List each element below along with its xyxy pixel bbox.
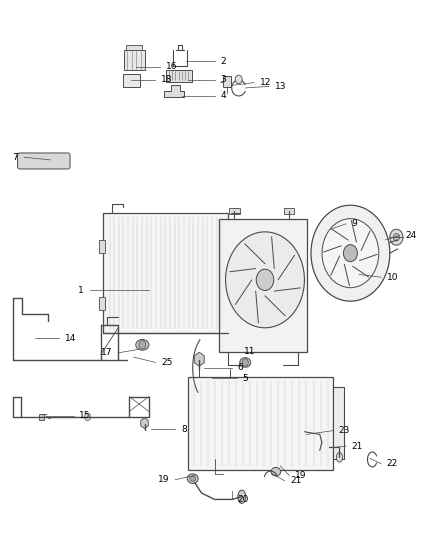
FancyBboxPatch shape <box>99 297 105 310</box>
Text: 9: 9 <box>352 220 357 228</box>
FancyBboxPatch shape <box>123 74 140 87</box>
Text: 6: 6 <box>238 364 244 372</box>
Text: 16: 16 <box>166 62 177 71</box>
FancyBboxPatch shape <box>229 208 240 214</box>
Text: 8: 8 <box>181 425 187 433</box>
Ellipse shape <box>240 358 251 367</box>
Circle shape <box>393 233 399 241</box>
Ellipse shape <box>136 340 149 350</box>
Circle shape <box>256 269 274 290</box>
Circle shape <box>390 229 403 245</box>
Circle shape <box>311 205 390 301</box>
Text: 19: 19 <box>158 475 170 484</box>
Text: 21: 21 <box>290 477 302 485</box>
Circle shape <box>85 413 91 421</box>
FancyBboxPatch shape <box>18 153 70 169</box>
Text: 24: 24 <box>405 231 417 240</box>
Text: 19: 19 <box>295 471 306 480</box>
Text: 14: 14 <box>65 334 76 343</box>
Text: 18: 18 <box>161 76 173 84</box>
Circle shape <box>235 75 242 84</box>
Ellipse shape <box>271 467 281 476</box>
Polygon shape <box>164 85 184 97</box>
Text: 7: 7 <box>13 153 18 161</box>
Ellipse shape <box>187 474 198 483</box>
Circle shape <box>322 219 379 288</box>
Text: 1: 1 <box>78 286 84 295</box>
FancyBboxPatch shape <box>219 219 307 352</box>
Circle shape <box>139 341 146 349</box>
Text: 10: 10 <box>387 273 398 281</box>
FancyBboxPatch shape <box>228 227 240 320</box>
Text: 22: 22 <box>387 459 398 468</box>
Circle shape <box>226 232 304 328</box>
Text: 25: 25 <box>161 358 173 367</box>
FancyBboxPatch shape <box>103 213 228 333</box>
Text: 13: 13 <box>275 82 286 91</box>
Circle shape <box>242 359 248 366</box>
Text: 4: 4 <box>220 92 226 100</box>
Text: 3: 3 <box>220 76 226 84</box>
Text: 20: 20 <box>238 495 249 504</box>
Ellipse shape <box>238 490 246 503</box>
Text: 17: 17 <box>101 349 113 357</box>
FancyBboxPatch shape <box>166 70 192 82</box>
FancyBboxPatch shape <box>284 208 294 214</box>
FancyBboxPatch shape <box>333 387 344 459</box>
Text: 11: 11 <box>244 348 256 356</box>
Text: 23: 23 <box>339 426 350 435</box>
Text: 5: 5 <box>242 374 248 383</box>
FancyBboxPatch shape <box>126 45 142 50</box>
FancyBboxPatch shape <box>223 76 231 87</box>
Text: 21: 21 <box>352 442 363 450</box>
FancyBboxPatch shape <box>124 50 145 70</box>
Text: 15: 15 <box>79 411 91 420</box>
Ellipse shape <box>190 476 195 481</box>
Text: 2: 2 <box>220 57 226 66</box>
Ellipse shape <box>336 453 343 462</box>
FancyBboxPatch shape <box>188 377 333 470</box>
FancyBboxPatch shape <box>39 414 44 420</box>
Text: 12: 12 <box>260 78 271 87</box>
FancyBboxPatch shape <box>99 240 105 253</box>
Circle shape <box>343 245 357 262</box>
